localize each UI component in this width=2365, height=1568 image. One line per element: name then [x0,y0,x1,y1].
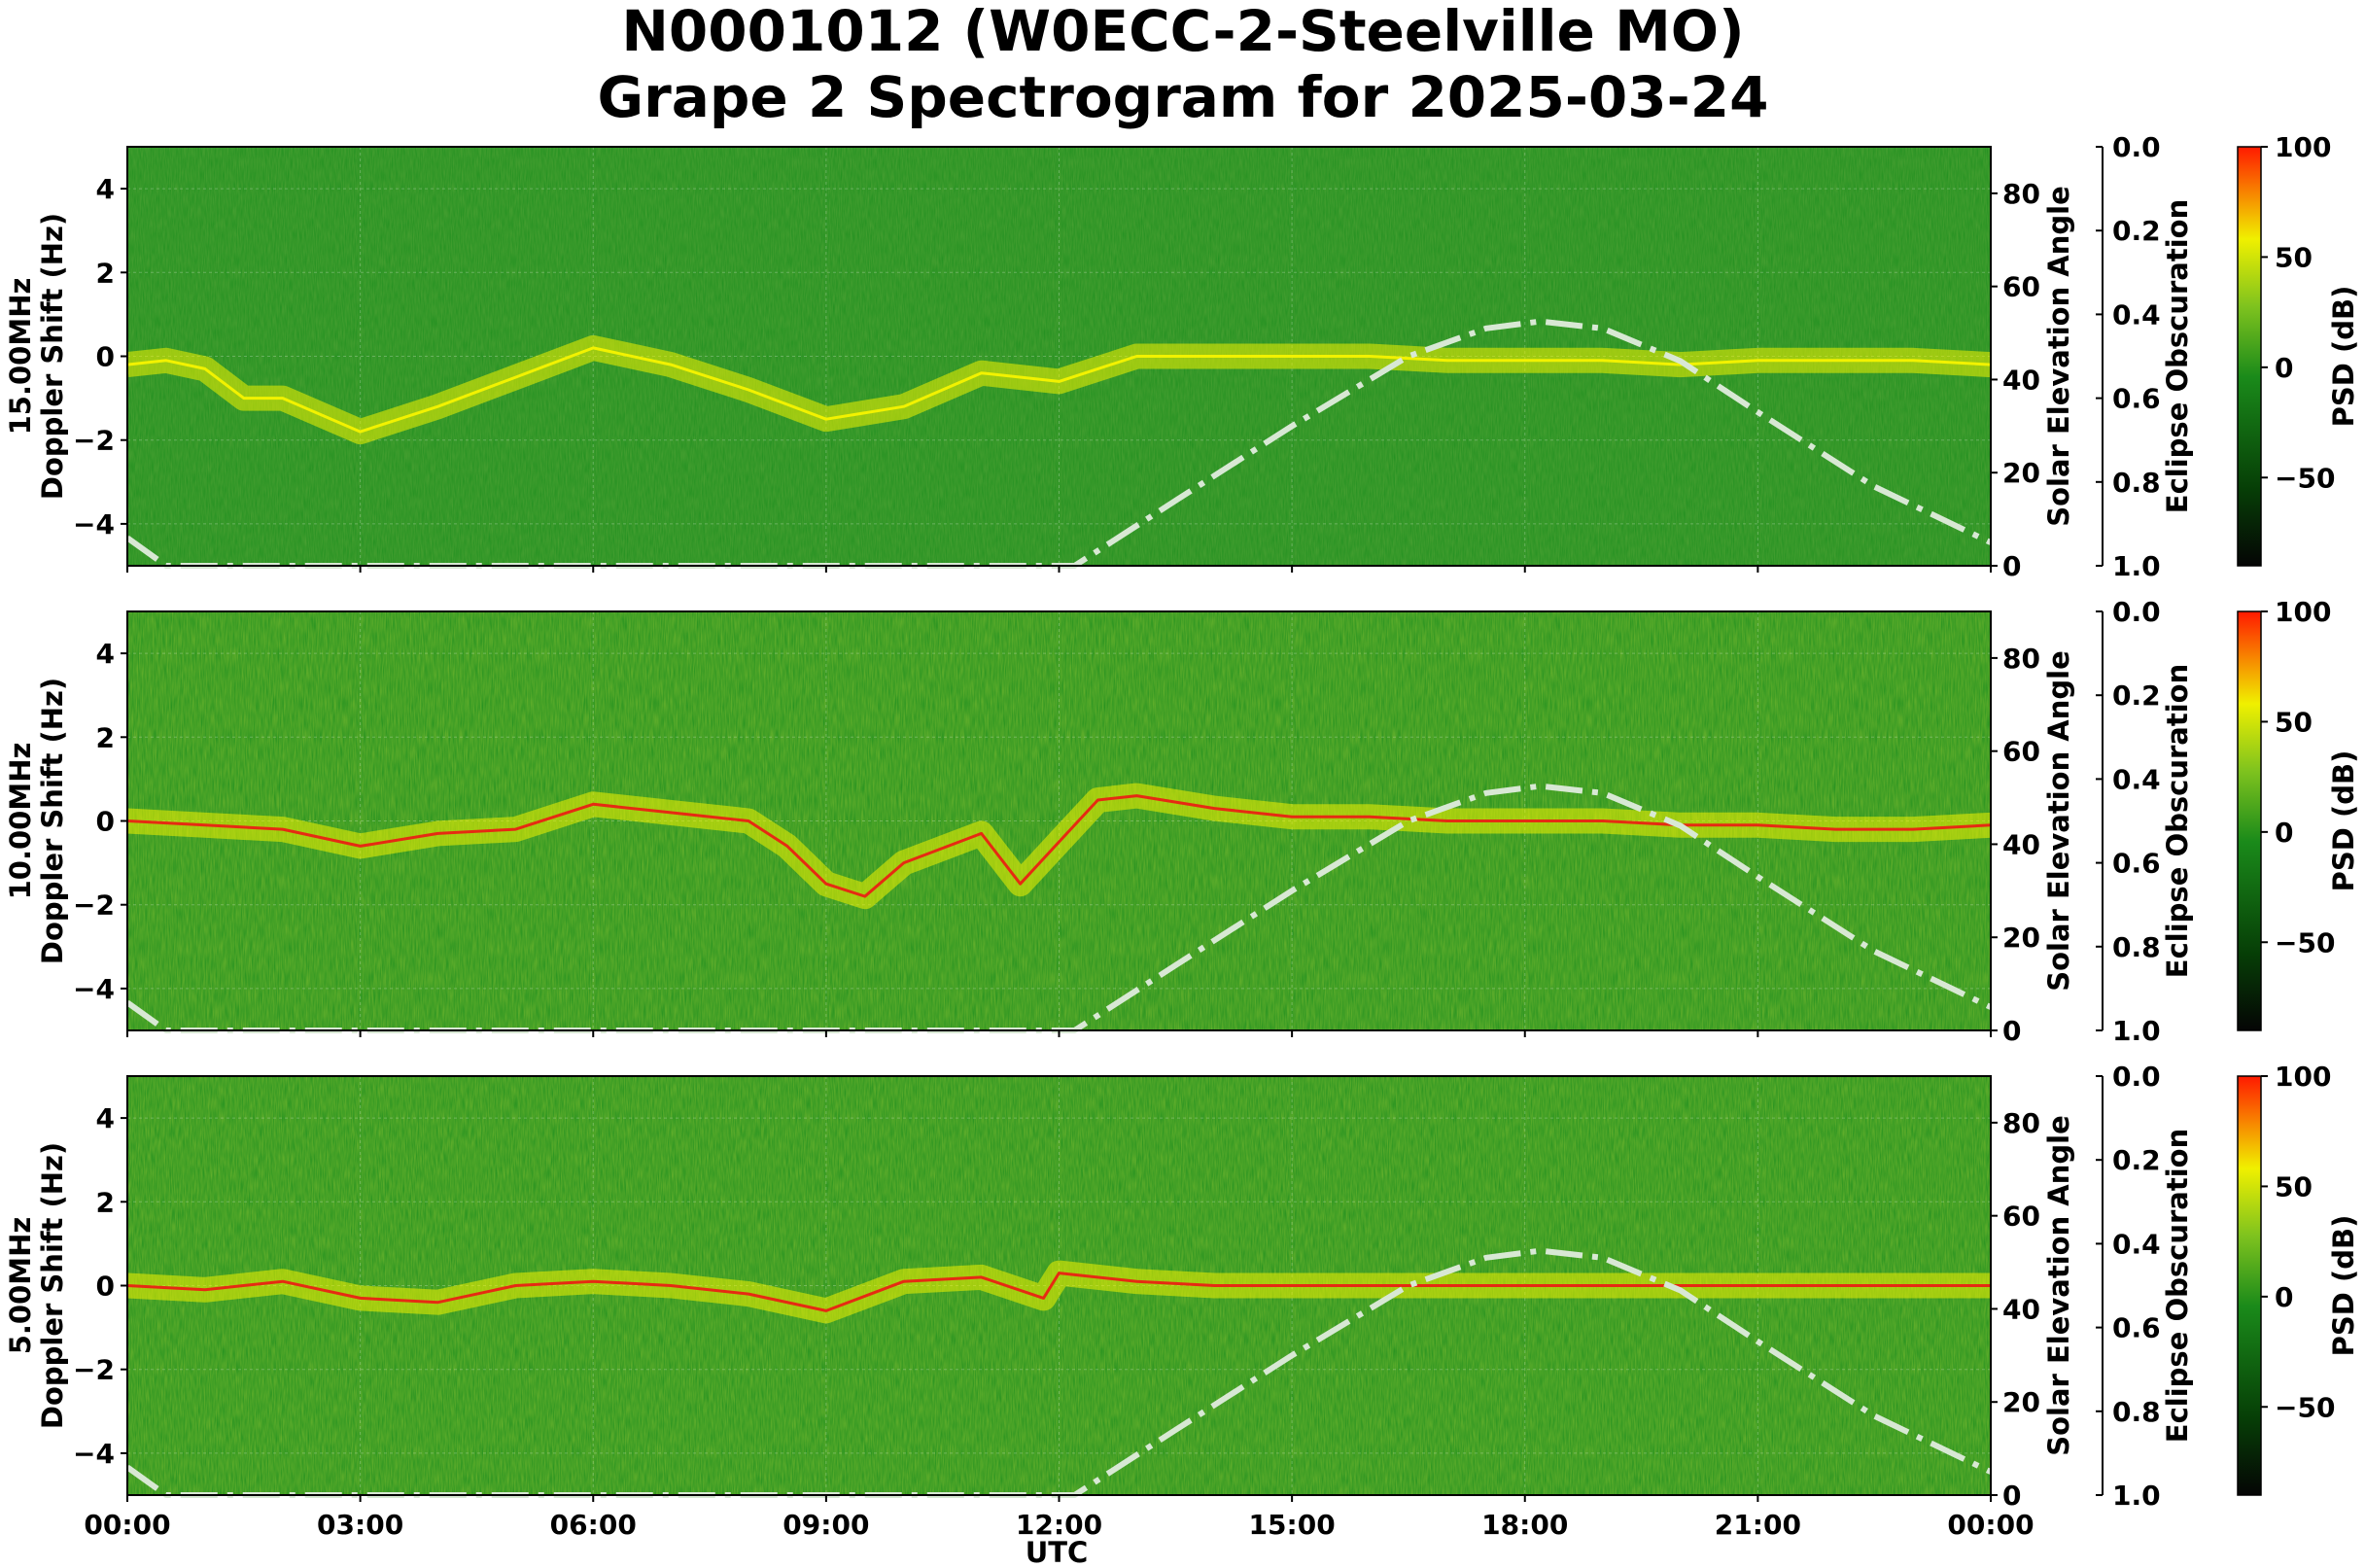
eclipse-tick-label: 1.0 [2112,1015,2161,1047]
colorbar-label: PSD (dB) [2327,1215,2360,1357]
eclipse-tick-label: 0.8 [2112,931,2161,963]
y-tick-label: 0 [96,1271,115,1303]
eclipse-tick-label: 0.4 [2112,298,2161,331]
right-y-tick-label: 40 [2002,1293,2040,1325]
spectrogram-panel: 420−2−410.00MHz Doppler Shift (Hz)0204060… [4,596,2360,1047]
eclipse-tick-label: 0.6 [2112,848,2161,880]
figure-title-line2: Grape 2 Spectrogram for 2025-03-24 [598,64,1769,130]
panel-frequency-label: 5.00MHz [4,1217,37,1355]
right-y-tick-label: 20 [2002,922,2040,954]
colorbar-tick-label: −50 [2275,1391,2335,1423]
y-tick-label: 0 [96,341,115,373]
eclipse-tick-label: 0.4 [2112,763,2161,795]
x-axis-label: UTC [1026,1536,1089,1568]
eclipse-tick-label: 1.0 [2112,1480,2161,1512]
right-y-tick-label: 60 [2002,1201,2040,1233]
eclipse-tick-label: 0.8 [2112,467,2161,499]
eclipse-tick-label: 0.8 [2112,1396,2161,1428]
right-y-tick-label: 80 [2002,178,2040,210]
right-y-tick-label: 0 [2002,1480,2021,1512]
eclipse-axis-label: Eclipse Obscuration [2161,1129,2194,1443]
eclipse-tick-label: 0.6 [2112,383,2161,415]
eclipse-tick-label: 0.0 [2112,131,2161,163]
colorbar-tick-label: 100 [2275,131,2331,163]
colorbar-tick-label: −50 [2275,926,2335,958]
y-tick-label: −4 [73,1438,115,1470]
y-tick-label: 4 [96,173,115,205]
figure-title-line1: N0001012 (W0ECC-2-Steelville MO) [621,0,1744,64]
eclipse-tick-label: 0.4 [2112,1228,2161,1260]
x-tick-label: 21:00 [1715,1509,1801,1541]
right-y-tick-label: 60 [2002,271,2040,303]
y-tick-label: 2 [96,257,115,289]
y-tick-label: 4 [96,1102,115,1134]
colorbar-tick-label: 0 [2275,352,2293,384]
colorbar-tick-label: 50 [2275,241,2313,273]
colorbar-tick-label: 50 [2275,1170,2313,1202]
right-y-tick-label: 80 [2002,643,2040,675]
colorbar [2237,1075,2262,1496]
colorbar-tick-label: 0 [2275,1281,2293,1313]
y-tick-label: 2 [96,1186,115,1218]
y-tick-label: −2 [73,889,115,922]
y-axis-label: Doppler Shift (Hz) [36,1142,69,1429]
panel-frequency-label: 10.00MHz [4,743,37,900]
spectrogram-panels: 420−2−415.00MHz Doppler Shift (Hz)0204060… [4,131,2360,1541]
x-tick-label: 06:00 [550,1509,637,1541]
solar-elevation-axis-label: Solar Elevation Angle [2042,1115,2075,1456]
y-tick-label: 2 [96,721,115,753]
x-tick-label: 03:00 [317,1509,403,1541]
eclipse-tick-label: 0.2 [2112,679,2161,712]
right-y-tick-label: 0 [2002,550,2021,582]
y-tick-label: −4 [73,973,115,1005]
y-tick-label: −4 [73,508,115,540]
colorbar-tick-label: 100 [2275,596,2331,628]
eclipse-tick-label: 0.2 [2112,1144,2161,1176]
colorbar-tick-label: 0 [2275,817,2293,849]
right-y-tick-label: 40 [2002,828,2040,860]
x-tick-label: 09:00 [783,1509,869,1541]
y-axis-label: Doppler Shift (Hz) [36,678,69,964]
eclipse-tick-label: 0.6 [2112,1312,2161,1344]
panel-frequency-label: 15.00MHz [4,278,37,436]
colorbar-tick-label: 100 [2275,1061,2331,1093]
x-tick-label: 12:00 [1016,1509,1102,1541]
y-axis-label: Doppler Shift (Hz) [36,213,69,500]
x-tick-label: 00:00 [84,1509,170,1541]
y-tick-label: −2 [73,1354,115,1386]
x-tick-label: 00:00 [1947,1509,2034,1541]
colorbar-tick-label: −50 [2275,462,2335,494]
doppler-trace [126,794,1992,898]
solar-elevation-axis-label: Solar Elevation Angle [2042,186,2075,527]
eclipse-axis-label: Eclipse Obscuration [2161,664,2194,978]
eclipse-tick-label: 0.0 [2112,596,2161,628]
right-y-tick-label: 40 [2002,364,2040,396]
right-y-tick-label: 0 [2002,1015,2021,1047]
doppler-trace [126,346,1992,434]
spectrogram-panel: 420−2−415.00MHz Doppler Shift (Hz)0204060… [4,131,2360,582]
eclipse-axis-label: Eclipse Obscuration [2161,199,2194,513]
y-tick-label: 0 [96,806,115,838]
solar-elevation-axis-label: Solar Elevation Angle [2042,650,2075,992]
right-y-tick-label: 60 [2002,736,2040,768]
y-tick-label: −2 [73,425,115,457]
spectrogram-panel: 420−2−45.00MHz Doppler Shift (Hz)02040608… [4,1061,2360,1541]
colorbar [2237,610,2262,1031]
eclipse-tick-label: 0.2 [2112,215,2161,247]
eclipse-tick-label: 1.0 [2112,550,2161,582]
eclipse-tick-label: 0.0 [2112,1061,2161,1093]
colorbar-label: PSD (dB) [2327,286,2360,428]
x-tick-label: 18:00 [1481,1509,1568,1541]
right-y-tick-label: 20 [2002,457,2040,489]
colorbar-label: PSD (dB) [2327,750,2360,892]
right-y-tick-label: 20 [2002,1386,2040,1418]
colorbar [2237,146,2262,567]
x-tick-label: 15:00 [1249,1509,1336,1541]
y-tick-label: 4 [96,638,115,670]
right-y-tick-label: 80 [2002,1107,2040,1139]
colorbar-tick-label: 50 [2275,706,2313,738]
